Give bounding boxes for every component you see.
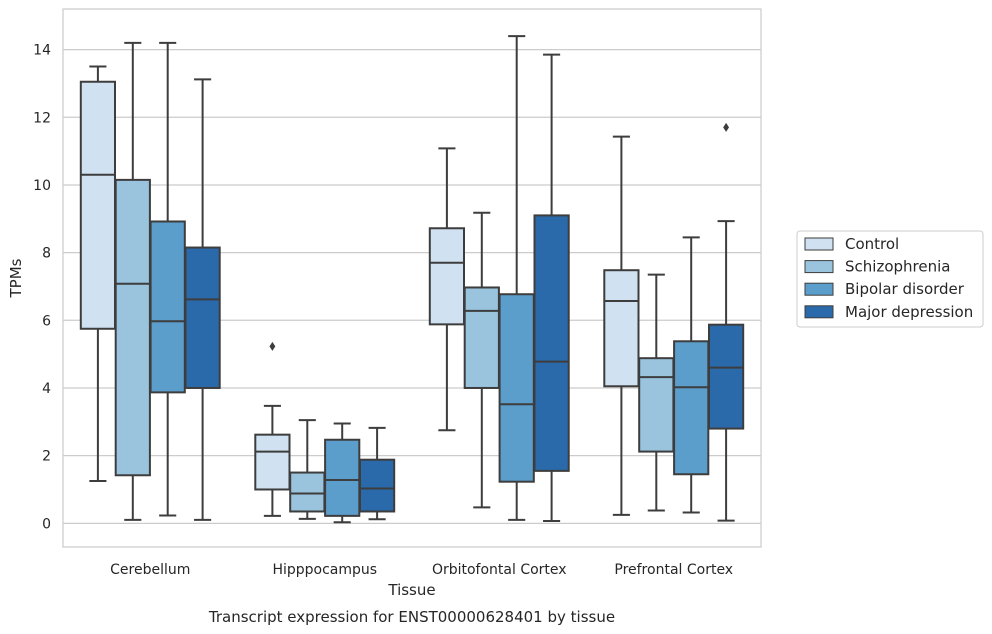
box-iqr: [533, 214, 570, 472]
x-tick-label: Orbitofontal Cortex: [432, 562, 567, 578]
x-axis-label: Tissue: [387, 581, 435, 599]
legend-label: Control: [845, 235, 899, 253]
chart-caption: Transcript expression for ENST0000062840…: [208, 608, 615, 626]
legend-swatch: [804, 237, 834, 251]
box-iqr: [254, 433, 291, 491]
box-iqr: [324, 438, 361, 517]
legend-label: Schizophrenia: [845, 258, 950, 276]
plot-frame: [62, 8, 762, 548]
y-tick-label: 4: [42, 381, 51, 397]
box-plot: [498, 35, 535, 521]
outlier-point: [269, 341, 276, 351]
legend-label: Bipolar disorder: [845, 280, 965, 298]
box-plot: [428, 147, 466, 432]
y-tick-label: 14: [33, 43, 51, 59]
box-iqr: [498, 293, 535, 483]
box-plot: [254, 341, 291, 517]
y-tick-label: 6: [42, 313, 51, 329]
legend-swatch: [804, 305, 834, 319]
y-axis-label: TPMs: [7, 258, 25, 298]
y-tick-label: 8: [42, 246, 51, 262]
box-plot: [324, 422, 361, 524]
box-iqr: [673, 340, 710, 476]
box-plot: [533, 53, 570, 522]
legend-frame: [796, 230, 984, 328]
box-plot-area: [79, 35, 745, 524]
box-plot: [184, 78, 221, 521]
legend-swatch: [804, 260, 834, 274]
y-tick-labels: 0 2 4 6 8 10 12 14: [33, 43, 51, 533]
box-iqr: [184, 246, 221, 389]
box-iqr: [149, 220, 186, 394]
box-iqr: [289, 471, 326, 513]
box-iqr: [114, 178, 151, 477]
box-plot: [358, 426, 396, 521]
box-plot: [603, 135, 640, 516]
box-iqr: [638, 357, 675, 453]
box-iqr: [79, 80, 117, 330]
box-plot: [673, 236, 710, 514]
y-tick-label: 2: [42, 449, 51, 465]
legend: Control Schizophrenia Bipolar disorder Majo…: [796, 230, 984, 328]
y-tick-label: 0: [42, 516, 51, 532]
box-iqr: [428, 227, 466, 326]
legend-swatch: [804, 282, 834, 296]
box-iqr: [603, 269, 640, 388]
box-iqr: [358, 458, 396, 513]
box-plot: [638, 273, 675, 512]
box-plot: [114, 41, 151, 521]
box-iqr: [463, 286, 500, 389]
box-plot: [289, 419, 326, 520]
y-tick-label: 12: [33, 110, 51, 126]
x-tick-label: Prefrontal Cortex: [614, 562, 733, 578]
legend-label: Major depression: [845, 303, 973, 321]
box-plot: [79, 65, 117, 483]
box-plot: [463, 211, 500, 509]
x-tick-labels: Cerebellum Hipppocampus Orbitofontal Corte…: [110, 562, 733, 578]
x-tick-label: Cerebellum: [110, 562, 190, 578]
x-tick-label: Hipppocampus: [272, 562, 377, 578]
y-tick-label: 10: [33, 178, 51, 194]
outlier-point: [723, 122, 730, 132]
box-plot: [149, 41, 186, 517]
box-plot: [707, 122, 745, 522]
box-iqr: [707, 323, 745, 430]
